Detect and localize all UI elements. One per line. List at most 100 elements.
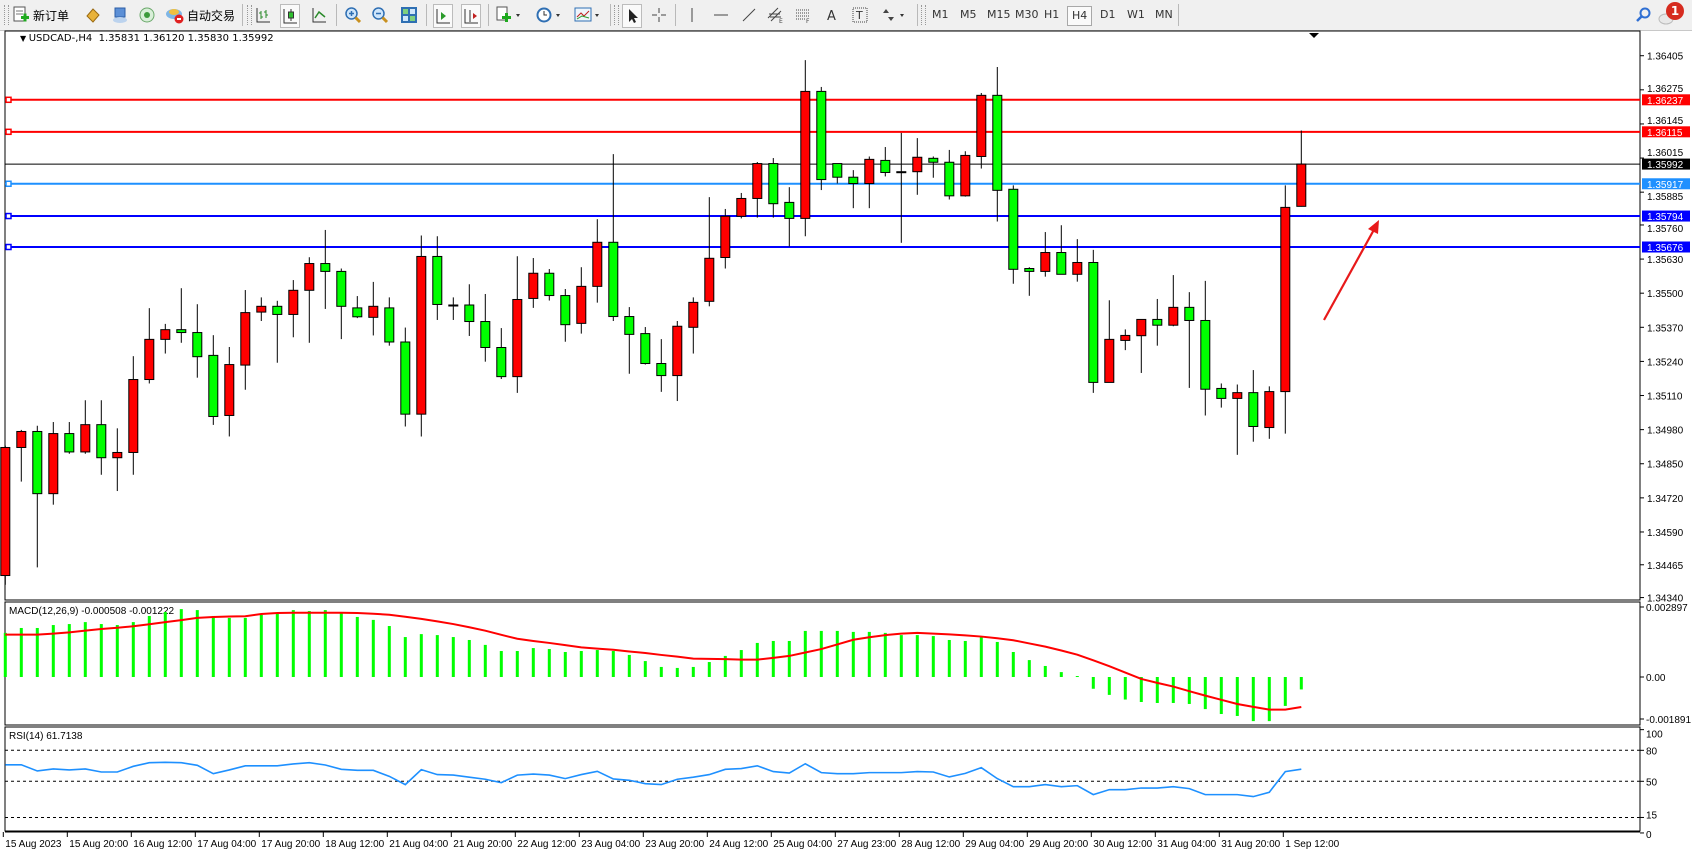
vertical-line-button[interactable] bbox=[683, 4, 701, 26]
candle bbox=[848, 176, 859, 185]
level-anchor-handle[interactable] bbox=[5, 180, 12, 188]
chart-window[interactable]: 1.36405 1.36275 1.36145 1.36015 1.35885 1.357… bbox=[0, 30, 1692, 856]
macd-histogram-bar bbox=[371, 619, 375, 677]
rsi-panel[interactable] bbox=[4, 726, 1641, 832]
macd-histogram-bar bbox=[483, 644, 487, 677]
toolbar-separator bbox=[488, 4, 489, 26]
macd-histogram-bar bbox=[707, 662, 711, 677]
timeframe-m30[interactable]: M30 bbox=[1015, 8, 1039, 21]
candle bbox=[272, 305, 283, 315]
rsi-axis-label: 15 bbox=[1646, 810, 1658, 821]
rsi-axis-label: 80 bbox=[1646, 746, 1658, 757]
chart-shift-marker-icon[interactable] bbox=[1309, 33, 1319, 38]
macd-histogram-bar bbox=[787, 640, 791, 677]
macd-histogram-bar bbox=[851, 631, 855, 677]
timeframe-mn[interactable]: MN bbox=[1155, 8, 1173, 21]
macd-histogram-bar bbox=[547, 649, 551, 677]
toolbar-separator bbox=[242, 4, 243, 26]
macd-histogram-bar bbox=[131, 622, 135, 677]
toolbar-grip[interactable] bbox=[921, 5, 926, 25]
periods-dropdown[interactable] bbox=[535, 4, 563, 26]
level-anchor-handle[interactable] bbox=[5, 96, 12, 104]
macd-title: MACD(12,26,9) -0.000508 -0.001222 bbox=[9, 606, 175, 617]
level-anchor-handle[interactable] bbox=[5, 243, 12, 251]
notification-badge[interactable]: 1 bbox=[1666, 2, 1684, 20]
macd-histogram-bar bbox=[195, 610, 199, 677]
level-price-label: 1.36115 bbox=[1647, 128, 1683, 139]
price-tick-label: 1.34465 bbox=[1647, 561, 1684, 572]
crosshair-button[interactable] bbox=[650, 4, 668, 26]
templates-dropdown[interactable] bbox=[574, 4, 602, 26]
line-chart-button[interactable] bbox=[310, 4, 328, 26]
timeframe-h1[interactable]: H1 bbox=[1044, 8, 1060, 21]
candle bbox=[704, 257, 715, 302]
macd-histogram-bar bbox=[3, 632, 7, 677]
toolbar: 新订单 自动交易 E F A T M1 M5 M15 M30 H1 H4 D1 W1 MN 1 bbox=[0, 0, 1692, 31]
candle bbox=[16, 430, 27, 448]
toolbar-grip[interactable] bbox=[247, 5, 252, 25]
level-anchor-handle[interactable] bbox=[5, 212, 12, 220]
toolbar-grip[interactable] bbox=[614, 5, 619, 25]
candle bbox=[544, 272, 555, 297]
candle bbox=[1264, 391, 1275, 429]
chart-menu-triangle-icon[interactable]: ▼ bbox=[20, 34, 29, 43]
price-tick-label: 1.35885 bbox=[1647, 192, 1684, 203]
text-label-icon: T bbox=[852, 7, 868, 23]
macd-histogram-bar bbox=[99, 624, 103, 677]
navigator-button[interactable] bbox=[111, 4, 129, 26]
macd-histogram-bar bbox=[515, 651, 519, 677]
macd-histogram-bar bbox=[355, 616, 359, 677]
macd-histogram-bar bbox=[1059, 672, 1063, 677]
candle bbox=[256, 305, 267, 313]
timeframe-m1[interactable]: M1 bbox=[932, 8, 949, 21]
zoom-out-button[interactable] bbox=[371, 4, 389, 26]
bar-chart-button[interactable] bbox=[254, 4, 272, 26]
market-watch-button[interactable] bbox=[84, 4, 102, 26]
timeframe-m15[interactable]: M15 bbox=[987, 8, 1011, 21]
candle bbox=[496, 347, 507, 378]
toolbar-separator bbox=[675, 4, 676, 26]
new-order-button[interactable]: 新订单 bbox=[12, 4, 69, 26]
macd-histogram-bar bbox=[1075, 676, 1079, 678]
text-label-button[interactable]: T bbox=[851, 4, 869, 26]
arrows-dropdown[interactable] bbox=[879, 4, 907, 26]
horizontal-line-button[interactable] bbox=[712, 4, 730, 26]
timeframe-m5[interactable]: M5 bbox=[960, 8, 977, 21]
price-tick-label: 1.34590 bbox=[1647, 528, 1684, 539]
candle bbox=[1200, 319, 1211, 390]
zoom-in-button[interactable] bbox=[344, 4, 362, 26]
price-tick-label: 1.36275 bbox=[1647, 84, 1684, 95]
candle bbox=[0, 446, 11, 577]
tile-windows-button[interactable] bbox=[400, 4, 418, 26]
level-anchor-handle[interactable] bbox=[5, 128, 12, 136]
candle bbox=[944, 161, 955, 197]
auto-trade-label: 自动交易 bbox=[187, 8, 236, 23]
macd-histogram-bar bbox=[819, 630, 823, 677]
candlestick-button[interactable] bbox=[280, 4, 300, 28]
macd-histogram-bar bbox=[67, 624, 71, 677]
toolbar-grip[interactable] bbox=[4, 5, 9, 25]
new-chart-dropdown[interactable] bbox=[495, 4, 523, 26]
trendline-button[interactable] bbox=[740, 4, 758, 26]
candle bbox=[96, 424, 107, 459]
timeframe-d1[interactable]: D1 bbox=[1100, 8, 1116, 21]
text-button[interactable]: A bbox=[823, 4, 841, 26]
timeframe-w1[interactable]: W1 bbox=[1127, 8, 1145, 21]
macd-histogram-bar bbox=[451, 637, 455, 677]
annotation-arrow-line[interactable] bbox=[1323, 225, 1377, 321]
cursor-button[interactable] bbox=[622, 4, 642, 28]
autoscroll-button[interactable] bbox=[461, 4, 481, 28]
macd-histogram-bar bbox=[467, 639, 471, 677]
candle bbox=[320, 263, 331, 272]
chart-shift-button[interactable] bbox=[433, 4, 453, 28]
equidistant-channel-button[interactable]: E bbox=[766, 4, 784, 26]
timeframe-h4[interactable]: H4 bbox=[1067, 6, 1093, 26]
level-price-label: 1.35917 bbox=[1647, 180, 1684, 191]
rsi-line bbox=[5, 761, 1302, 798]
search-button[interactable] bbox=[1634, 4, 1652, 26]
macd-histogram-bar bbox=[1283, 677, 1287, 706]
auto-trade-button[interactable]: 自动交易 bbox=[165, 4, 235, 26]
fibonacci-button[interactable]: F bbox=[794, 4, 812, 26]
candle bbox=[928, 157, 939, 163]
signals-button[interactable] bbox=[138, 4, 156, 26]
